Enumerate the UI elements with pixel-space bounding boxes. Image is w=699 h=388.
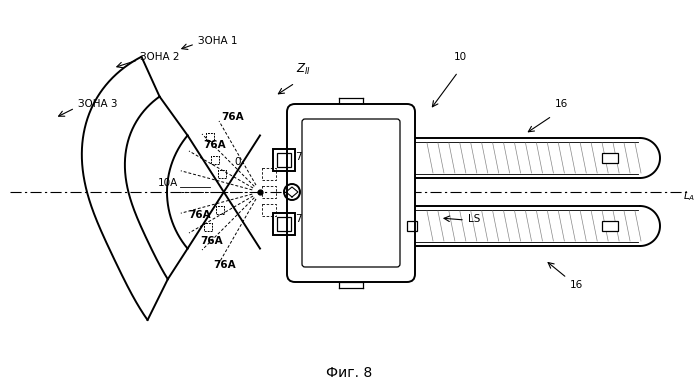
Text: 16: 16 [555, 99, 568, 109]
Text: 10: 10 [454, 52, 466, 62]
Text: 76A: 76A [203, 140, 226, 150]
FancyBboxPatch shape [302, 119, 400, 267]
Text: ЗОНА 3: ЗОНА 3 [78, 99, 117, 109]
Text: $L_A$: $L_A$ [683, 189, 696, 203]
Text: $Z_{II}$: $Z_{II}$ [296, 62, 311, 77]
Text: 76A: 76A [222, 112, 245, 122]
Text: ЗОНА 1: ЗОНА 1 [198, 36, 238, 46]
Polygon shape [602, 221, 618, 231]
Text: Фиг. 8: Фиг. 8 [326, 366, 372, 380]
Text: LS: LS [468, 214, 480, 224]
Text: 16: 16 [570, 280, 583, 290]
Text: 0: 0 [235, 157, 241, 167]
Polygon shape [602, 153, 618, 163]
Text: 76B: 76B [295, 152, 315, 162]
Text: 76A: 76A [189, 210, 211, 220]
Text: 76B: 76B [295, 214, 315, 224]
Text: 76A: 76A [201, 236, 223, 246]
Text: 10A: 10A [158, 178, 178, 188]
Text: ЗОНА 2: ЗОНА 2 [140, 52, 180, 62]
FancyBboxPatch shape [287, 104, 415, 282]
Text: 76A: 76A [214, 260, 236, 270]
